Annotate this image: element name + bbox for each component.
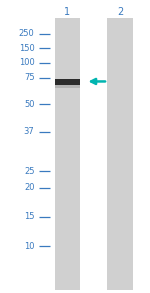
Text: 50: 50: [24, 100, 34, 108]
Text: 100: 100: [19, 59, 34, 67]
Text: 1: 1: [64, 7, 70, 17]
Text: 150: 150: [19, 44, 34, 53]
Bar: [55, 79, 80, 85]
Text: 2: 2: [117, 7, 123, 17]
Text: 20: 20: [24, 183, 34, 192]
Text: 75: 75: [24, 73, 34, 82]
Bar: [55, 85, 80, 88]
Bar: [55, 18, 80, 290]
Text: 37: 37: [24, 127, 34, 136]
Text: 250: 250: [19, 29, 34, 38]
Text: 15: 15: [24, 212, 34, 221]
Text: 10: 10: [24, 242, 34, 251]
Bar: [107, 18, 133, 290]
Text: 25: 25: [24, 167, 34, 176]
